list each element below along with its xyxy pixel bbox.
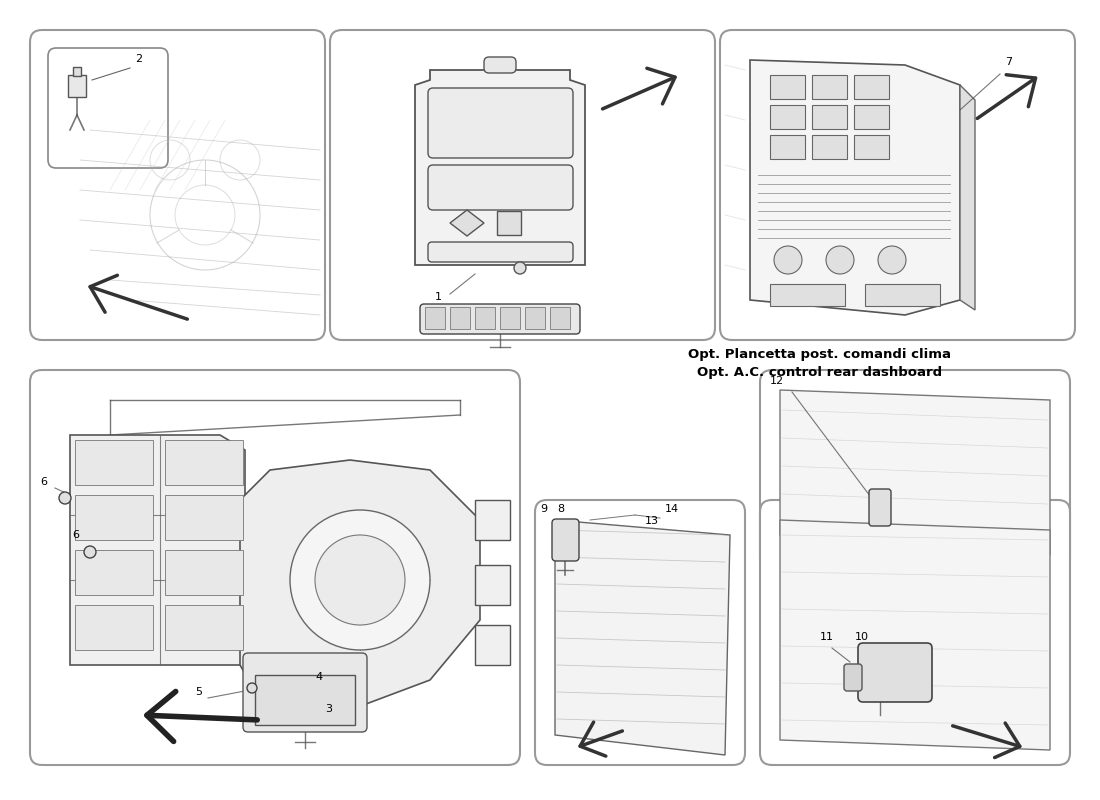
- Circle shape: [878, 246, 906, 274]
- Bar: [255, 675, 355, 725]
- Polygon shape: [70, 435, 245, 665]
- Circle shape: [514, 262, 526, 274]
- Circle shape: [248, 683, 257, 693]
- Bar: [68, 75, 86, 97]
- FancyBboxPatch shape: [484, 57, 516, 73]
- FancyBboxPatch shape: [428, 242, 573, 262]
- Bar: [475, 500, 510, 540]
- FancyBboxPatch shape: [330, 30, 715, 340]
- Bar: [75, 605, 153, 650]
- FancyBboxPatch shape: [30, 370, 520, 765]
- Text: 6: 6: [40, 477, 47, 487]
- FancyBboxPatch shape: [48, 48, 168, 168]
- Bar: [475, 565, 510, 605]
- Polygon shape: [780, 520, 1050, 750]
- Bar: [425, 307, 446, 329]
- Bar: [165, 495, 243, 540]
- Text: Opt. Plancetta post. comandi clima: Opt. Plancetta post. comandi clima: [689, 348, 952, 361]
- Text: 14: 14: [666, 504, 679, 514]
- Text: 1: 1: [434, 292, 442, 302]
- Polygon shape: [556, 520, 730, 755]
- Circle shape: [774, 246, 802, 274]
- Polygon shape: [450, 210, 484, 236]
- FancyBboxPatch shape: [420, 304, 580, 334]
- Bar: [75, 495, 153, 540]
- Text: 3: 3: [324, 704, 332, 714]
- Bar: [75, 550, 153, 595]
- Bar: [475, 625, 510, 665]
- Text: Opt. A.C. control rear dashboard: Opt. A.C. control rear dashboard: [697, 366, 943, 379]
- FancyBboxPatch shape: [720, 30, 1075, 340]
- Polygon shape: [780, 390, 1050, 555]
- FancyBboxPatch shape: [869, 489, 891, 526]
- Text: eurospares: eurospares: [572, 606, 727, 634]
- Circle shape: [826, 246, 854, 274]
- Bar: [865, 284, 940, 306]
- FancyBboxPatch shape: [858, 643, 932, 702]
- FancyBboxPatch shape: [30, 30, 324, 340]
- Bar: [770, 284, 845, 306]
- Bar: [75, 440, 153, 485]
- Text: 13: 13: [645, 516, 659, 526]
- Text: eurospares: eurospares: [118, 181, 273, 209]
- Bar: [165, 605, 243, 650]
- Text: 5: 5: [195, 687, 202, 697]
- Polygon shape: [960, 85, 975, 310]
- Text: 12: 12: [770, 376, 784, 386]
- Text: eurospares: eurospares: [212, 576, 367, 604]
- Polygon shape: [750, 60, 960, 315]
- Bar: [165, 550, 243, 595]
- Text: 7: 7: [1005, 57, 1012, 67]
- Bar: [165, 440, 243, 485]
- Text: 4: 4: [315, 672, 322, 682]
- Bar: [812, 135, 847, 159]
- Bar: [770, 105, 805, 129]
- Circle shape: [59, 492, 72, 504]
- Bar: [770, 75, 805, 99]
- Bar: [73, 67, 81, 76]
- Bar: [525, 307, 544, 329]
- Bar: [812, 105, 847, 129]
- Circle shape: [84, 546, 96, 558]
- FancyBboxPatch shape: [243, 653, 367, 732]
- Text: 10: 10: [855, 632, 869, 642]
- Circle shape: [315, 535, 405, 625]
- FancyBboxPatch shape: [535, 500, 745, 765]
- FancyBboxPatch shape: [552, 519, 579, 561]
- FancyBboxPatch shape: [760, 500, 1070, 765]
- Bar: [550, 307, 570, 329]
- Text: 6: 6: [72, 530, 79, 540]
- Text: 11: 11: [820, 632, 834, 642]
- Bar: [854, 135, 889, 159]
- Text: eurospares: eurospares: [843, 566, 998, 594]
- Bar: [854, 105, 889, 129]
- FancyBboxPatch shape: [760, 370, 1070, 570]
- Text: eurospares: eurospares: [823, 181, 978, 209]
- Bar: [854, 75, 889, 99]
- Text: eurospares: eurospares: [452, 181, 607, 209]
- Bar: [770, 135, 805, 159]
- Bar: [497, 211, 521, 235]
- Bar: [475, 307, 495, 329]
- Text: 8: 8: [557, 504, 564, 514]
- FancyBboxPatch shape: [428, 165, 573, 210]
- Bar: [450, 307, 470, 329]
- Bar: [500, 307, 520, 329]
- Polygon shape: [240, 460, 480, 710]
- Polygon shape: [415, 70, 585, 265]
- Circle shape: [290, 510, 430, 650]
- Text: 9: 9: [540, 504, 547, 514]
- Bar: [812, 75, 847, 99]
- FancyBboxPatch shape: [428, 88, 573, 158]
- FancyBboxPatch shape: [844, 664, 862, 691]
- Text: 2: 2: [135, 54, 142, 64]
